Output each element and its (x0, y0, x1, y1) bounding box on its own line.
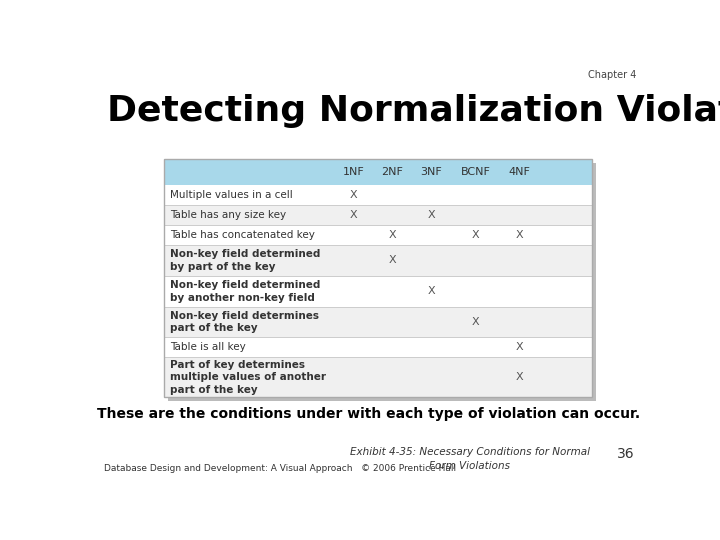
Text: Multiple values in a cell: Multiple values in a cell (170, 190, 292, 200)
Text: Non-key field determined
by another non-key field: Non-key field determined by another non-… (170, 280, 320, 302)
Text: X: X (516, 230, 523, 240)
Text: X: X (516, 342, 523, 353)
Text: Database Design and Development: A Visual Approach   © 2006 Prentice Hall: Database Design and Development: A Visua… (104, 464, 456, 473)
Text: Table is all key: Table is all key (170, 342, 246, 353)
Bar (163, 159, 593, 397)
Text: Part of key determines
multiple values of another
part of the key: Part of key determines multiple values o… (170, 360, 326, 395)
Text: X: X (472, 230, 480, 240)
Text: Table has concatenated key: Table has concatenated key (170, 230, 315, 240)
Bar (163, 159, 593, 185)
Bar (163, 185, 593, 205)
Text: 4NF: 4NF (508, 167, 531, 177)
Text: Table has any size key: Table has any size key (170, 210, 286, 220)
Text: These are the conditions under with each type of violation can occur.: These are the conditions under with each… (97, 407, 641, 421)
Text: X: X (350, 210, 357, 220)
Bar (163, 276, 593, 307)
Bar (163, 357, 593, 397)
Text: X: X (388, 230, 396, 240)
Bar (163, 338, 593, 357)
Text: X: X (472, 317, 480, 327)
Text: Non-key field determines
part of the key: Non-key field determines part of the key (170, 310, 319, 333)
Text: Chapter 4: Chapter 4 (588, 70, 636, 80)
Text: X: X (516, 373, 523, 382)
Bar (163, 225, 593, 245)
Text: X: X (427, 210, 435, 220)
Text: 1NF: 1NF (343, 167, 364, 177)
Text: X: X (350, 190, 357, 200)
Bar (168, 163, 596, 401)
Text: 3NF: 3NF (420, 167, 442, 177)
Text: Detecting Normalization Violations: Detecting Normalization Violations (107, 94, 720, 128)
Text: 2NF: 2NF (382, 167, 403, 177)
Bar (163, 307, 593, 338)
Text: BCNF: BCNF (461, 167, 491, 177)
Text: X: X (388, 255, 396, 265)
Text: X: X (427, 286, 435, 296)
Bar (163, 245, 593, 276)
Bar (163, 205, 593, 225)
Bar (163, 159, 593, 397)
Text: 36: 36 (617, 448, 635, 462)
Text: Exhibit 4-35: Necessary Conditions for Normal
Form Violations: Exhibit 4-35: Necessary Conditions for N… (350, 448, 590, 471)
Text: Non-key field determined
by part of the key: Non-key field determined by part of the … (170, 249, 320, 272)
